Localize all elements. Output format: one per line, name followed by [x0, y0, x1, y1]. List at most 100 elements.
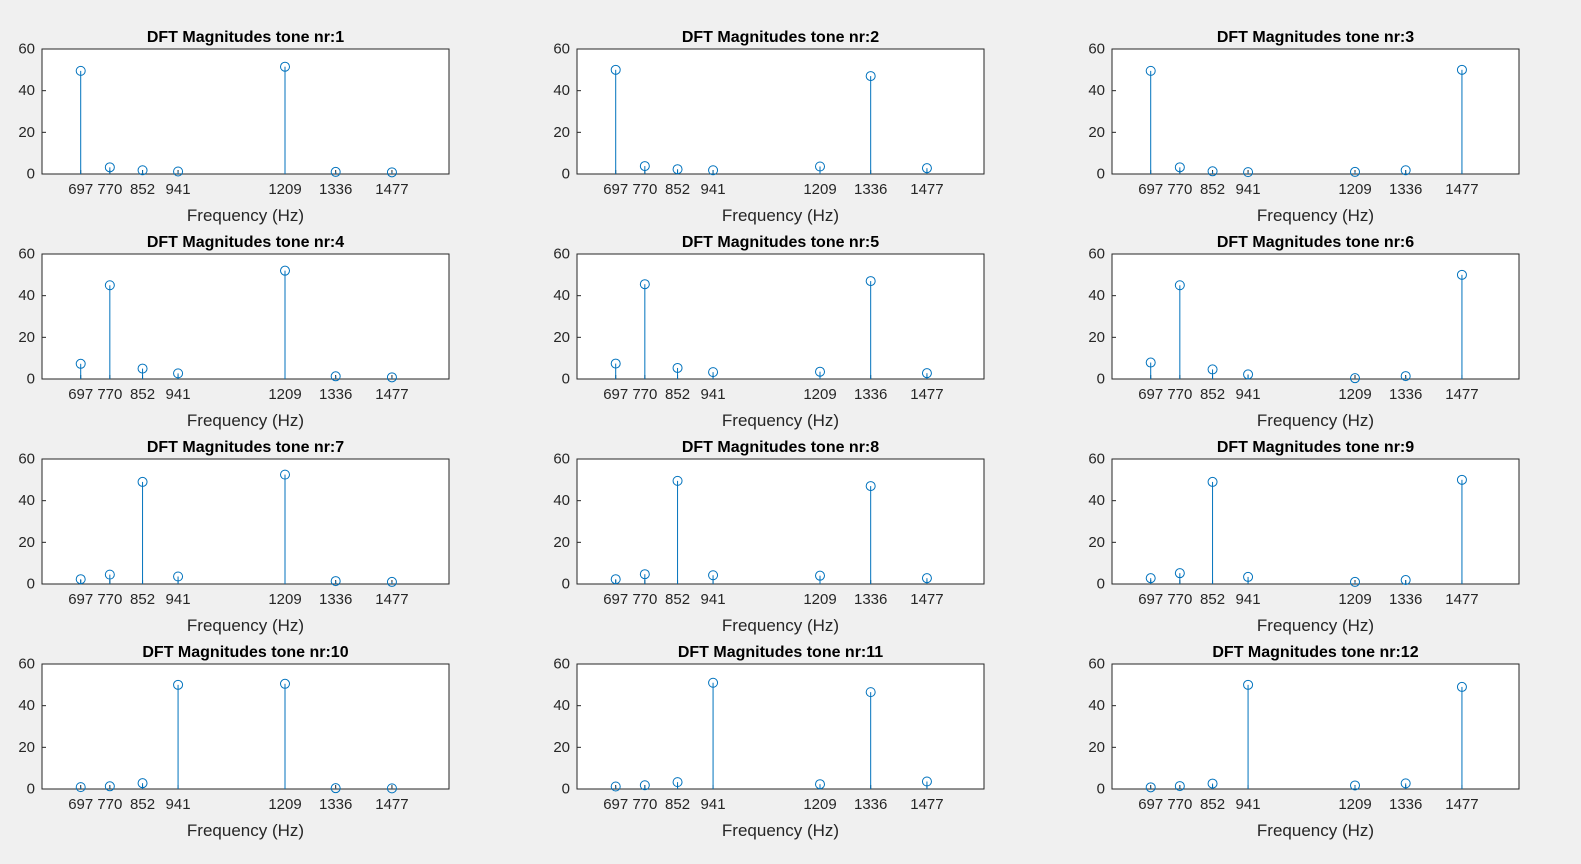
y-tick-label: 60: [553, 656, 570, 673]
subplot-title: DFT Magnitudes tone nr:2: [682, 29, 879, 46]
stem-697: [610, 64, 621, 174]
x-tick-label: 941: [166, 591, 191, 608]
subplot-title: DFT Magnitudes tone nr:7: [147, 439, 344, 456]
stem-marker: [280, 61, 291, 72]
stem-1477: [386, 783, 397, 794]
stem-1336: [330, 576, 341, 587]
x-tick-label: 1336: [1389, 591, 1422, 608]
stem-marker: [173, 166, 184, 177]
stem-marker: [672, 777, 683, 788]
x-tick-label: 1209: [268, 796, 301, 813]
x-tick-label: 697: [68, 796, 93, 813]
x-tick-label: 770: [97, 181, 122, 198]
stem-marker: [708, 677, 719, 688]
subplot-11: DFT Magnitudes tone nr:11 0 20 40 60 697 770 85…: [553, 644, 985, 840]
stem-marker: [386, 167, 397, 178]
x-tick-label: 941: [166, 181, 191, 198]
subplot-title: DFT Magnitudes tone nr:6: [1217, 234, 1414, 251]
stem-marker: [1243, 571, 1254, 582]
stem-marker: [639, 569, 650, 580]
stem-marker: [921, 368, 932, 379]
stem-marker: [921, 573, 932, 584]
stem-marker: [610, 781, 621, 792]
x-tick-label: 1336: [319, 181, 352, 198]
x-tick-label: 852: [1200, 181, 1225, 198]
axes-box: [576, 48, 985, 175]
x-tick-label: 697: [603, 591, 628, 608]
stem-marker: [386, 372, 397, 383]
stem-marker: [1243, 679, 1254, 690]
stem-marker: [1350, 780, 1361, 791]
stem-marker: [1350, 373, 1361, 384]
x-tick-label: 1209: [1338, 591, 1371, 608]
x-tick-label: 1336: [1389, 796, 1422, 813]
x-tick-label: 1477: [910, 181, 943, 198]
x-tick-label: 1209: [268, 591, 301, 608]
x-tick-label: 770: [1167, 796, 1192, 813]
stem-697: [75, 358, 86, 379]
stem-1209: [280, 61, 291, 174]
stem-marker: [137, 778, 148, 789]
x-tick-label: 852: [130, 591, 155, 608]
stem-852: [1207, 778, 1218, 789]
stem-941: [173, 368, 184, 379]
x-tick-label: 941: [701, 386, 726, 403]
stem-marker: [865, 71, 876, 82]
stem-marker: [173, 368, 184, 379]
y-tick-label: 60: [553, 41, 570, 58]
stem-770: [1174, 781, 1185, 792]
stem-marker: [1207, 166, 1218, 177]
stem-1477: [386, 372, 397, 383]
stem-marker: [1350, 576, 1361, 587]
y-tick-label: 20: [1088, 739, 1105, 756]
stem-770: [1174, 162, 1185, 174]
stem-marker: [1207, 364, 1218, 375]
stem-marker: [708, 367, 719, 378]
axes-box: [1111, 458, 1520, 585]
y-tick-label: 40: [18, 82, 35, 99]
stem-941: [173, 166, 184, 177]
y-tick-label: 0: [27, 371, 35, 388]
y-tick-label: 20: [18, 534, 35, 551]
stem-1209: [815, 366, 826, 379]
stem-marker: [639, 279, 650, 290]
y-tick-label: 20: [18, 124, 35, 141]
y-tick-label: 60: [553, 246, 570, 263]
stem-1209: [280, 678, 291, 789]
y-tick-label: 60: [1088, 656, 1105, 673]
stem-852: [672, 777, 683, 789]
subplot-title: DFT Magnitudes tone nr:4: [147, 234, 344, 251]
x-axis-label: Frequency (Hz): [722, 821, 839, 840]
x-tick-label: 697: [603, 386, 628, 403]
y-tick-label: 60: [18, 451, 35, 468]
y-tick-label: 0: [1097, 576, 1105, 593]
stem-852: [1207, 166, 1218, 177]
stem-1336: [330, 371, 341, 382]
stem-marker: [104, 781, 115, 792]
stem-marker: [1400, 371, 1411, 382]
stem-marker: [330, 576, 341, 587]
x-tick-label: 1336: [319, 591, 352, 608]
stem-marker: [865, 481, 876, 492]
x-tick-label: 697: [603, 181, 628, 198]
x-axis-label: Frequency (Hz): [1257, 206, 1374, 225]
subplot-9: DFT Magnitudes tone nr:9 0 20 40 60 697 770 852…: [1088, 439, 1520, 635]
y-tick-label: 0: [562, 371, 570, 388]
x-axis-label: Frequency (Hz): [187, 821, 304, 840]
stem-852: [137, 165, 148, 176]
x-tick-label: 852: [130, 796, 155, 813]
stem-697: [75, 65, 86, 174]
y-tick-label: 0: [27, 166, 35, 183]
x-axis-label: Frequency (Hz): [722, 206, 839, 225]
stem-941: [173, 571, 184, 584]
x-tick-label: 941: [701, 796, 726, 813]
y-tick-label: 0: [1097, 166, 1105, 183]
subplot-6: DFT Magnitudes tone nr:6 0 20 40 60 697 770 852…: [1088, 234, 1520, 430]
stem-marker: [1400, 778, 1411, 789]
stem-marker: [1243, 167, 1254, 178]
stem-marker: [1174, 162, 1185, 173]
axes-box: [1111, 48, 1520, 175]
y-tick-label: 40: [1088, 287, 1105, 304]
subplot-3: DFT Magnitudes tone nr:3 0 20 40 60 697 770 852…: [1088, 29, 1520, 225]
y-tick-label: 40: [553, 492, 570, 509]
